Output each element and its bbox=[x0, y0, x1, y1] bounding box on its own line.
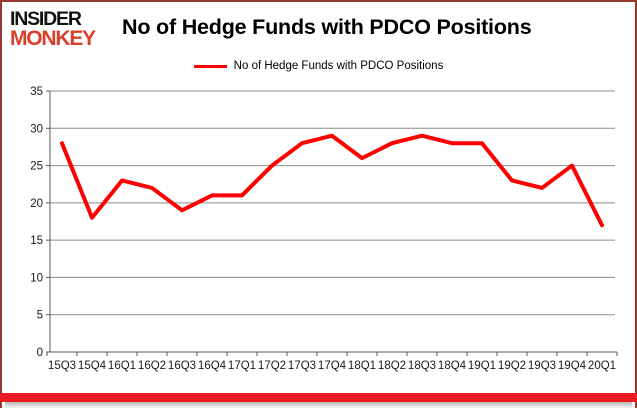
x-tick-label: 16Q1 bbox=[108, 360, 136, 372]
x-tick-label: 19Q4 bbox=[558, 360, 587, 372]
x-tick-label: 18Q2 bbox=[378, 360, 406, 372]
legend-series-label: No of Hedge Funds with PDCO Positions bbox=[233, 60, 444, 72]
x-tick-label: 17Q2 bbox=[258, 360, 286, 372]
x-tick-label: 15Q4 bbox=[78, 360, 107, 372]
hedge-funds-series-line bbox=[60, 133, 604, 228]
x-tick-label: 17Q1 bbox=[228, 360, 256, 372]
x-tick-label: 16Q3 bbox=[168, 360, 196, 372]
logo-monkey-text: MONKEY bbox=[10, 26, 96, 50]
bottom-shadow bbox=[5, 402, 632, 408]
x-tick-label: 17Q4 bbox=[318, 360, 347, 372]
y-tick-label: 15 bbox=[30, 235, 43, 247]
y-tick-label: 30 bbox=[30, 123, 43, 135]
legend-line-swatch bbox=[193, 64, 227, 68]
insider-monkey-logo: INSIDER MONKEY bbox=[10, 8, 112, 50]
x-tick-label: 19Q1 bbox=[468, 360, 496, 372]
y-tick-label: 5 bbox=[37, 310, 43, 322]
y-tick-label: 0 bbox=[37, 347, 43, 359]
x-tick-label: 18Q3 bbox=[408, 360, 436, 372]
x-tick-label: 16Q4 bbox=[198, 360, 227, 372]
x-tick-label: 20Q1 bbox=[588, 360, 616, 372]
chart-legend: No of Hedge Funds with PDCO Positions bbox=[0, 60, 637, 72]
x-tick-label: 17Q3 bbox=[288, 360, 316, 372]
y-tick-label: 35 bbox=[30, 86, 43, 98]
logo-insider-text: INSIDER bbox=[10, 8, 82, 30]
y-tick-label: 25 bbox=[30, 161, 43, 173]
x-tick-label: 19Q3 bbox=[528, 360, 556, 372]
x-tick-label: 15Q3 bbox=[48, 360, 76, 372]
y-tick-label: 10 bbox=[30, 272, 43, 284]
bottom-red-bar bbox=[0, 393, 637, 402]
chart-header: INSIDER MONKEY No of Hedge Funds with PD… bbox=[10, 8, 625, 50]
x-tick-label: 19Q2 bbox=[498, 360, 526, 372]
x-tick-label: 18Q1 bbox=[348, 360, 376, 372]
x-tick-label: 18Q4 bbox=[438, 360, 467, 372]
x-tick-label: 16Q2 bbox=[138, 360, 166, 372]
chart-title: No of Hedge Funds with PDCO Positions bbox=[122, 15, 532, 39]
y-tick-label: 20 bbox=[30, 198, 43, 210]
